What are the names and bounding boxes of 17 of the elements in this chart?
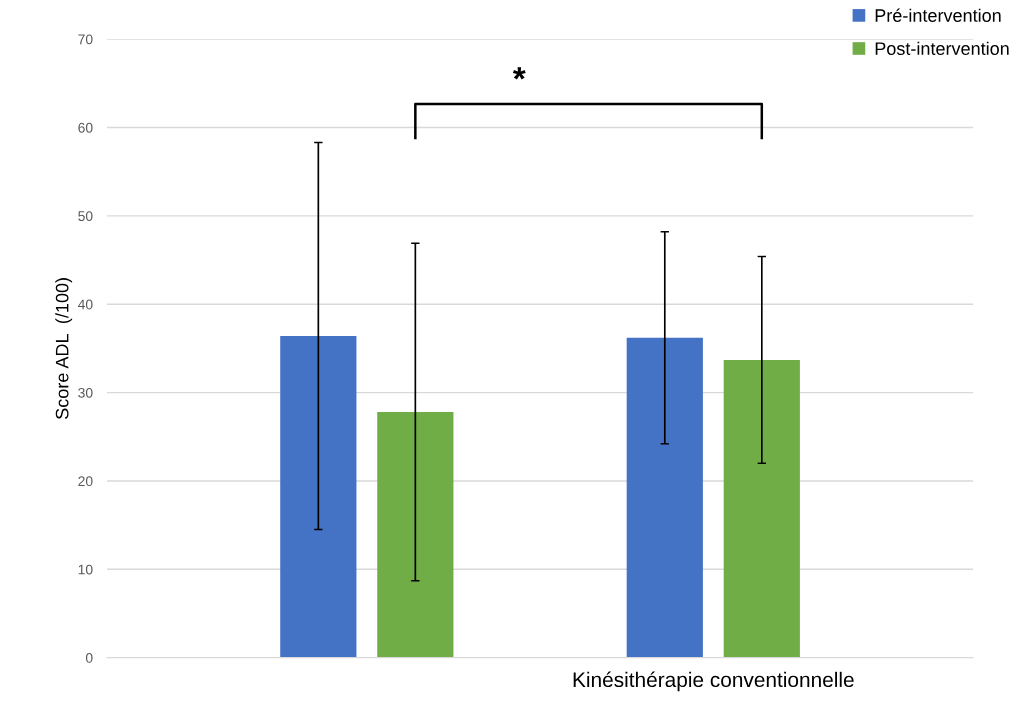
y-tick-label: 40 [77, 299, 93, 310]
legend-label: Post-intervention [875, 41, 1009, 55]
legend-label: Pré-intervention [875, 8, 1001, 22]
x-tick-label: Kinésithérapie conventionnelle [573, 671, 854, 692]
y-tick-label: 70 [78, 34, 93, 45]
y-tick-label: 0 [85, 653, 93, 663]
y-tick-label: 50 [78, 211, 93, 222]
y-tick-label: 20 [78, 476, 93, 487]
y-tick-label: 60 [78, 122, 93, 133]
bar [377, 412, 454, 658]
bar [723, 359, 800, 658]
y-tick-label: 10 [78, 564, 93, 575]
bar [626, 337, 703, 658]
bar [280, 336, 357, 658]
y-tick-label: 30 [78, 387, 93, 398]
y-axis-title: Score ADL (/100) [55, 278, 73, 419]
annotation: * [512, 67, 526, 80]
